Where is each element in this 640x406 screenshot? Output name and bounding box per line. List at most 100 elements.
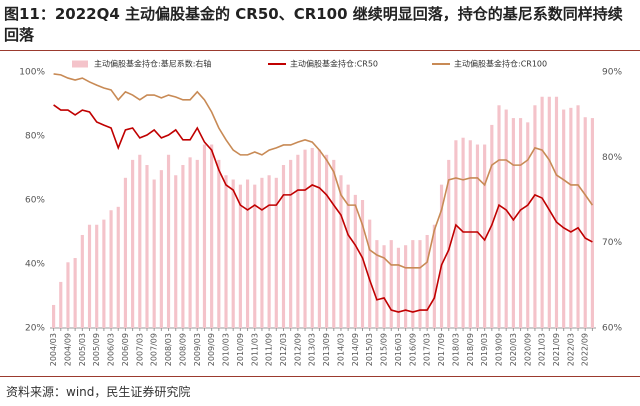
- bar: [447, 159, 451, 328]
- bar: [181, 165, 185, 328]
- bar: [188, 157, 192, 328]
- legend-label: 主动偏股基金持仓:基尼系数:右轴: [94, 59, 211, 69]
- y-tick-label: 80%: [25, 132, 45, 142]
- bar: [95, 224, 99, 328]
- x-tick-label: 2007/09: [150, 333, 159, 366]
- bar: [303, 149, 307, 328]
- x-tick-label: 2011/09: [265, 333, 274, 366]
- bar: [116, 206, 120, 328]
- bar: [231, 179, 235, 328]
- legend-label: 主动偏股基金持仓:CR50: [290, 59, 378, 69]
- y-tick-label: 60%: [25, 196, 45, 206]
- x-tick-label: 2009/09: [207, 333, 216, 366]
- x-tick-label: 2016/03: [394, 333, 403, 366]
- x-tick-label: 2004/09: [63, 333, 72, 366]
- x-tick-label: 2018/09: [466, 333, 475, 366]
- y2-tick-label: 90%: [602, 68, 622, 78]
- x-tick-label: 2016/09: [408, 333, 417, 366]
- bar: [131, 159, 135, 328]
- x-tick-label: 2021/09: [552, 333, 561, 366]
- bar: [576, 105, 580, 328]
- bar: [102, 219, 106, 328]
- bar: [159, 170, 163, 328]
- bar: [339, 175, 343, 328]
- bar: [66, 262, 70, 328]
- bar: [439, 184, 444, 328]
- bar: [245, 179, 250, 328]
- x-tick-label: 2014/03: [336, 333, 345, 366]
- bar: [80, 234, 84, 328]
- bar: [583, 117, 587, 328]
- x-tick-label: 2020/09: [523, 333, 532, 366]
- bar: [396, 247, 401, 328]
- bar: [274, 177, 278, 328]
- x-tick-label: 2005/09: [92, 333, 101, 366]
- x-tick-label: 2011/03: [250, 333, 259, 366]
- y2-tick-label: 70%: [602, 238, 622, 248]
- bar: [224, 175, 228, 328]
- x-tick-label: 2012/03: [279, 333, 288, 366]
- bar: [202, 144, 207, 328]
- divider: [0, 50, 640, 51]
- x-tick-label: 2005/03: [78, 333, 87, 366]
- bar: [325, 154, 329, 328]
- x-tick-label: 2004/03: [49, 333, 58, 366]
- source-note: 资料来源：wind，民生证券研究院: [6, 385, 191, 399]
- x-tick-label: 2019/09: [495, 333, 504, 366]
- bar: [267, 175, 271, 328]
- bar: [195, 159, 199, 328]
- x-tick-label: 2008/09: [178, 333, 187, 366]
- bar: [87, 224, 92, 328]
- bar: [238, 184, 242, 328]
- x-tick-label: 2013/03: [308, 333, 317, 366]
- y-tick-label: 100%: [19, 68, 45, 78]
- bar: [281, 165, 286, 328]
- bar: [317, 149, 321, 328]
- bar: [73, 258, 77, 328]
- bar: [461, 137, 465, 328]
- bar: [253, 184, 257, 328]
- x-tick-label: 2014/09: [351, 333, 360, 366]
- bar: [411, 240, 415, 328]
- bar: [518, 118, 523, 328]
- x-tick-label: 2006/03: [107, 333, 116, 366]
- line: [53, 104, 593, 313]
- bar: [210, 144, 214, 328]
- legend-swatch: [72, 60, 88, 68]
- legend-label: 主动偏股基金持仓:CR100: [454, 59, 547, 69]
- bar: [332, 159, 336, 328]
- bar: [511, 118, 515, 328]
- bar: [547, 96, 551, 328]
- line: [53, 73, 594, 269]
- bar: [59, 281, 63, 328]
- x-tick-label: 2022/09: [581, 333, 590, 366]
- x-tick-label: 2013/09: [322, 333, 331, 366]
- x-tick-label: 2022/03: [566, 333, 575, 366]
- bar: [52, 304, 56, 328]
- x-tick-label: 2017/09: [437, 333, 446, 366]
- bar: [468, 140, 472, 328]
- bar: [368, 219, 372, 328]
- bar: [454, 140, 458, 328]
- bar: [375, 240, 379, 328]
- y2-tick-label: 60%: [602, 324, 622, 334]
- bar: [404, 245, 408, 328]
- bar: [418, 240, 422, 328]
- bar: [533, 105, 537, 328]
- bar: [353, 194, 357, 328]
- bar: [562, 109, 566, 329]
- bar: [590, 118, 594, 328]
- bar: [260, 177, 264, 328]
- bar: [217, 159, 221, 328]
- bar: [360, 200, 365, 328]
- y-tick-label: 40%: [25, 260, 45, 270]
- bar: [504, 109, 508, 329]
- x-tick-label: 2015/09: [380, 333, 389, 366]
- x-tick-label: 2021/03: [538, 333, 547, 366]
- x-tick-label: 2010/03: [222, 333, 231, 366]
- bar: [174, 175, 178, 328]
- x-tick-label: 2008/03: [164, 333, 173, 366]
- bar: [166, 154, 171, 328]
